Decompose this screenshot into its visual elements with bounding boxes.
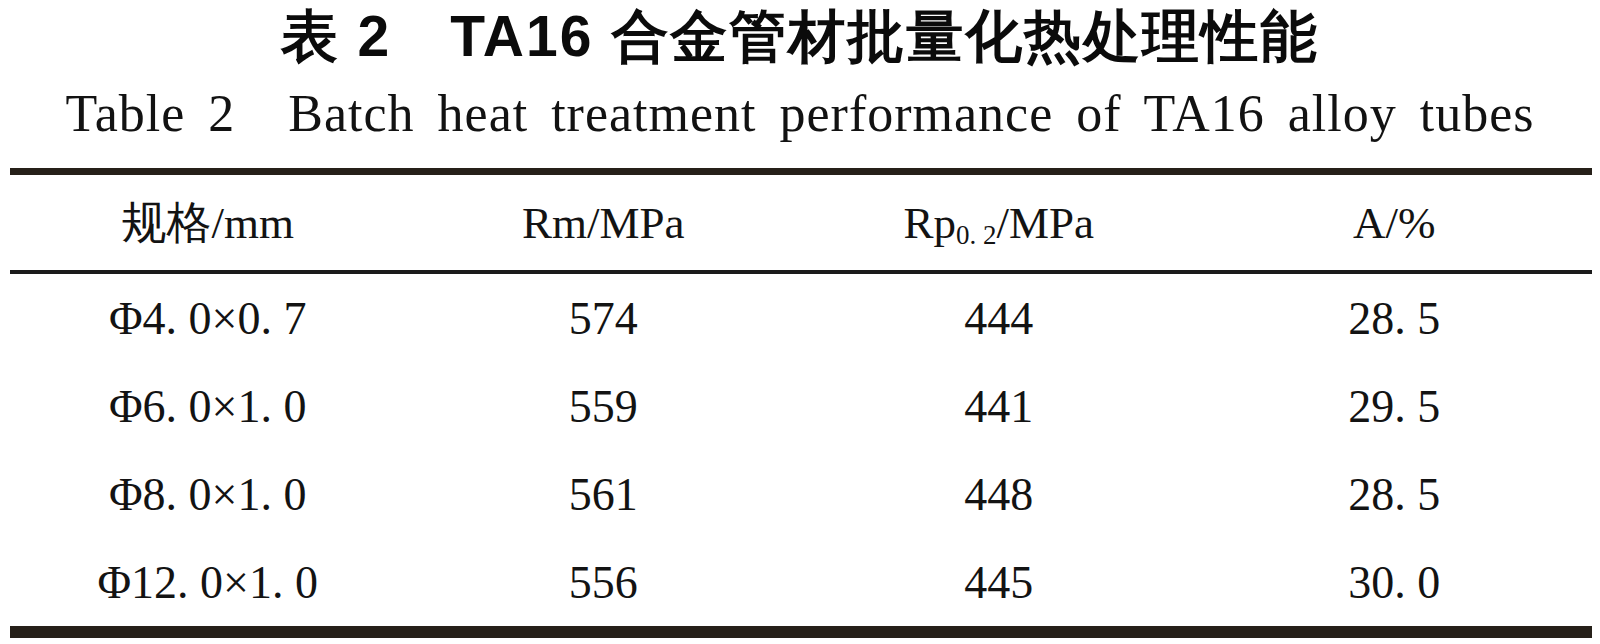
cell-a: 29. 5 <box>1197 380 1593 433</box>
cell-rm: 559 <box>406 380 802 433</box>
table-top-rule <box>10 168 1592 175</box>
cell-spec: Φ4. 0×0. 7 <box>10 292 406 345</box>
cell-rp02: 444 <box>801 292 1197 345</box>
column-header-rm: Rm/MPa <box>406 197 802 249</box>
cell-spec: Φ6. 0×1. 0 <box>10 380 406 433</box>
table-bottom-rule <box>10 626 1592 638</box>
cell-rm: 561 <box>406 468 802 521</box>
table-row: Φ6. 0×1. 0 559 441 29. 5 <box>10 362 1592 450</box>
rp-symbol: Rp <box>903 198 956 248</box>
cell-a: 28. 5 <box>1197 468 1593 521</box>
cell-rp02: 445 <box>801 556 1197 609</box>
table-row: Φ4. 0×0. 7 574 444 28. 5 <box>10 274 1592 362</box>
cell-a: 30. 0 <box>1197 556 1593 609</box>
table-row: Φ8. 0×1. 0 561 448 28. 5 <box>10 450 1592 538</box>
column-header-spec: 规格/mm <box>10 193 406 253</box>
cell-a: 28. 5 <box>1197 292 1593 345</box>
column-header-rp02: Rp0. 2/MPa <box>801 197 1197 249</box>
cell-rp02: 448 <box>801 468 1197 521</box>
cell-rp02: 441 <box>801 380 1197 433</box>
cell-spec: Φ8. 0×1. 0 <box>10 468 406 521</box>
table-title-english: Table 2 Batch heat treatment performance… <box>0 82 1600 146</box>
rp-unit: /MPa <box>997 198 1095 248</box>
cell-rm: 556 <box>406 556 802 609</box>
column-header-elongation: A/% <box>1197 197 1593 249</box>
cell-spec: Φ12. 0×1. 0 <box>10 556 406 609</box>
table-title-chinese: 表 2 TA16 合金管材批量化热处理性能 <box>0 0 1600 72</box>
paper-page: 表 2 TA16 合金管材批量化热处理性能 Table 2 Batch heat… <box>0 0 1600 644</box>
data-table: 规格/mm Rm/MPa Rp0. 2/MPa A/% Φ4. 0×0. 7 5… <box>10 168 1592 638</box>
table-header-row: 规格/mm Rm/MPa Rp0. 2/MPa A/% <box>10 175 1592 270</box>
rp-subscript: 0. 2 <box>956 219 997 249</box>
table-row: Φ12. 0×1. 0 556 445 30. 0 <box>10 538 1592 626</box>
cell-rm: 574 <box>406 292 802 345</box>
